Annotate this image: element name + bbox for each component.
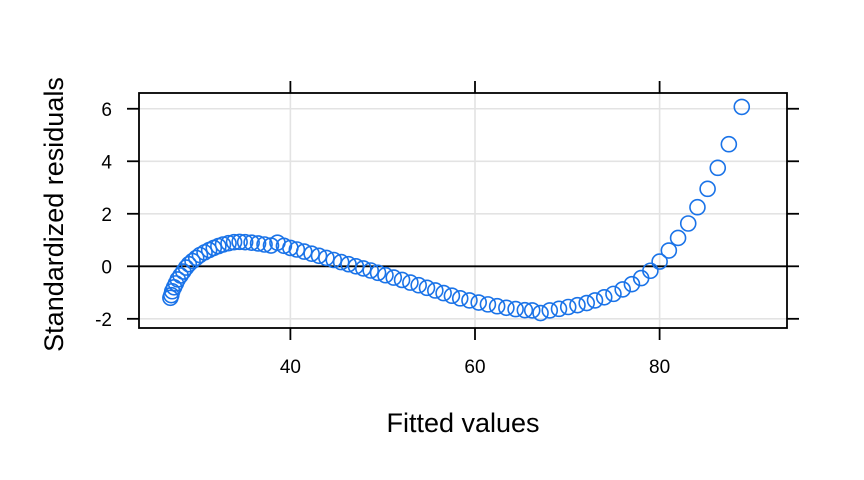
axis-ticks: 40 60 80 -2 0 2 4 6 — [95, 81, 799, 378]
y-tick-label: -2 — [95, 310, 112, 331]
data-point — [402, 274, 419, 291]
data-point — [410, 276, 427, 294]
data-point — [177, 259, 195, 276]
data-point — [435, 284, 452, 302]
data-point — [295, 243, 313, 260]
data-point — [669, 229, 687, 247]
data-point — [516, 301, 534, 319]
x-tick-label: 80 — [649, 357, 670, 378]
data-point — [214, 236, 232, 253]
data-point — [377, 266, 394, 284]
data-point — [347, 257, 365, 275]
grid — [139, 93, 787, 328]
data-point — [507, 300, 524, 318]
data-point — [709, 159, 727, 177]
data-point — [236, 233, 254, 251]
data-point — [385, 269, 403, 286]
data-point — [325, 251, 343, 269]
data-point — [220, 234, 237, 252]
data-point — [523, 302, 541, 319]
data-point — [569, 296, 586, 314]
y-tick-label: 6 — [101, 100, 112, 121]
data-point — [332, 253, 350, 271]
data-point — [256, 236, 273, 253]
data-point — [559, 298, 577, 316]
data-point — [642, 262, 659, 280]
y-tick-label: 0 — [101, 257, 112, 278]
data-point — [651, 253, 668, 270]
x-tick-label: 60 — [464, 357, 485, 378]
data-point — [225, 233, 243, 251]
data-point — [689, 198, 706, 216]
plot-frame — [138, 92, 788, 329]
data-point — [340, 255, 357, 273]
data-point — [231, 233, 248, 251]
data-point — [318, 249, 335, 267]
data-point — [362, 262, 379, 279]
data-point — [679, 215, 697, 232]
data-point — [288, 241, 306, 258]
data-points — [162, 98, 751, 322]
data-point — [488, 297, 506, 315]
data-point — [418, 279, 436, 297]
data-point — [614, 281, 631, 298]
x-tick-label: 40 — [280, 357, 301, 378]
data-point — [187, 249, 205, 267]
data-point — [243, 234, 260, 251]
data-point — [451, 290, 469, 307]
data-point — [443, 287, 461, 305]
data-point — [275, 237, 293, 255]
data-point — [249, 235, 267, 252]
data-point — [541, 302, 559, 319]
data-point — [595, 288, 613, 306]
data-point — [470, 294, 487, 311]
data-point — [550, 300, 568, 318]
data-point — [623, 275, 641, 293]
data-point — [498, 299, 515, 317]
y-tick-label: 2 — [101, 205, 112, 226]
data-point — [479, 296, 497, 313]
data-point — [310, 247, 328, 265]
data-point — [427, 282, 444, 299]
y-tick-label: 4 — [101, 152, 112, 173]
data-point — [393, 271, 411, 289]
data-point — [605, 285, 622, 303]
data-point — [578, 294, 595, 312]
data-point — [586, 292, 604, 309]
data-point — [720, 135, 738, 153]
data-point — [369, 264, 387, 282]
data-point — [660, 242, 678, 259]
data-point — [303, 245, 320, 262]
data-point — [699, 180, 716, 198]
y-axis-title: Standardized residuals — [39, 77, 69, 352]
data-point — [355, 260, 372, 277]
data-point — [733, 98, 751, 116]
x-axis-title: Fitted values — [386, 408, 539, 438]
data-point — [461, 292, 478, 309]
data-point — [532, 304, 549, 322]
